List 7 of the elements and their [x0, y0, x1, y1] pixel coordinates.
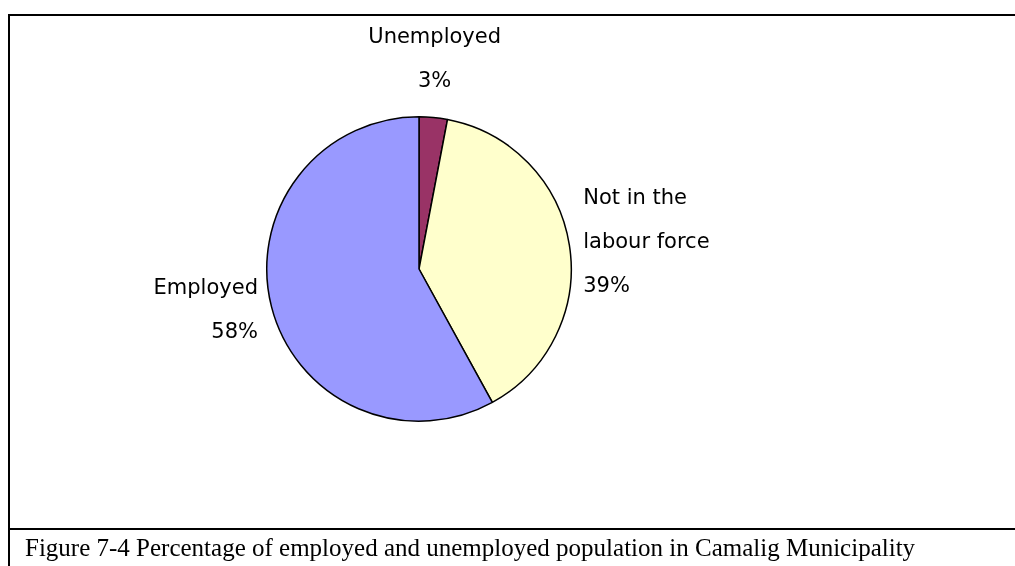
data-label: 58% — [211, 318, 258, 343]
slice-label: Employed — [153, 274, 258, 299]
slice-label: Unemployed — [368, 23, 502, 48]
data-label: 3% — [417, 67, 452, 92]
caption: Figure 7-4 Percentage of employed and unemployed population in Camalig Municipality — [25, 533, 916, 562]
data-label: 39% — [583, 273, 630, 298]
slice-label: Not in the labour force — [583, 185, 710, 254]
